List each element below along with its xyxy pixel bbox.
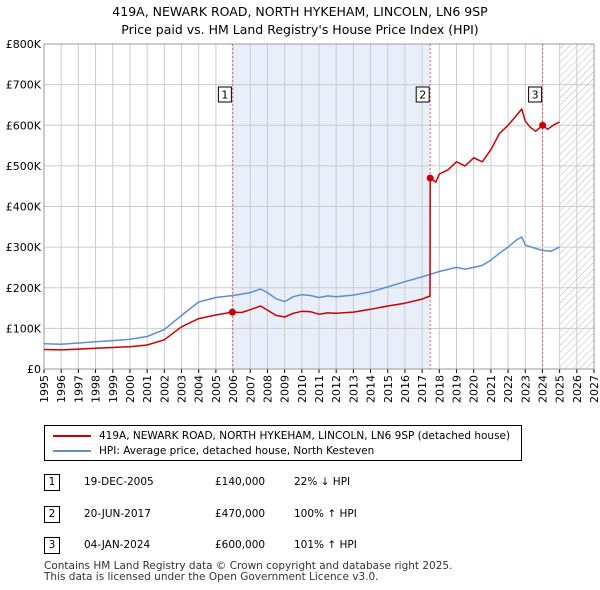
x-tick-label: 2014 <box>365 375 378 403</box>
footer-licence: This data is licensed under the Open Gov… <box>44 571 379 583</box>
price-chart: £0 £100K £200K £300K £400K £500K £600K £700K £80… <box>6 38 600 403</box>
legend-item-hpi: HPI: Average price, detached house, Nort… <box>53 444 374 458</box>
x-tick-label: 2001 <box>141 375 154 403</box>
x-tick-label: 1997 <box>72 375 85 403</box>
chart-subtitle: Price paid vs. HM Land Registry's House … <box>121 22 479 37</box>
y-tick-label: £400K <box>6 201 42 214</box>
sale-number-badge: 3 <box>44 537 60 554</box>
legend-item-property: 419A, NEWARK ROAD, NORTH HYKEHAM, LINCOL… <box>53 429 510 443</box>
x-tick-label: 2012 <box>330 375 343 403</box>
legend-swatch-hpi <box>53 450 91 452</box>
x-tick-label: 2024 <box>536 375 549 403</box>
sale-marker-label: 1 <box>221 89 228 102</box>
sale-point <box>426 174 434 182</box>
x-tick-label: 2018 <box>433 375 446 403</box>
x-tick-label: 1998 <box>90 375 103 403</box>
x-tick-label: 2022 <box>502 375 515 403</box>
x-tick-label: 2003 <box>176 375 189 403</box>
sale-number-badge: 2 <box>44 506 60 523</box>
sale-marker-box <box>217 86 232 103</box>
y-tick-label: £800K <box>6 38 42 51</box>
sale-price: £140,000 <box>215 476 266 488</box>
x-tick-label: 2027 <box>588 375 600 403</box>
x-tick-label: 2023 <box>519 375 532 403</box>
x-tick-label: 2020 <box>468 375 481 403</box>
x-tick-label: 2007 <box>244 375 257 403</box>
x-tick-label: 2010 <box>296 375 309 403</box>
sale-point <box>228 308 236 316</box>
x-tick-label: 2026 <box>571 375 584 403</box>
x-tick-label: 2011 <box>313 375 326 403</box>
table-row: 1 19-DEC-2005 £140,000 22% ↓ HPI <box>44 474 464 491</box>
sale-marker-label: 2 <box>419 89 426 102</box>
sale-hpi-change: 22% ↓ HPI <box>294 476 351 488</box>
sale-date: 04-JAN-2024 <box>84 539 151 551</box>
plot-frame <box>43 43 595 370</box>
chart-legend: 419A, NEWARK ROAD, NORTH HYKEHAM, LINCOL… <box>44 425 522 461</box>
table-row: 3 04-JAN-2024 £600,000 101% ↑ HPI <box>44 537 464 554</box>
property-price-line <box>43 108 560 351</box>
y-tick-label: £200K <box>6 282 42 295</box>
y-tick-label: £300K <box>6 241 42 254</box>
hpi-line <box>43 236 560 345</box>
x-tick-label: 1996 <box>55 375 68 403</box>
table-row: 2 20-JUN-2017 £470,000 100% ↑ HPI <box>44 506 464 523</box>
sale-hpi-change: 101% ↑ HPI <box>294 539 357 551</box>
sale-marker-box <box>528 86 543 103</box>
x-tick-label: 2002 <box>158 375 171 403</box>
x-tick-label: 1999 <box>107 375 120 403</box>
x-tick-label: 2019 <box>451 375 464 403</box>
x-tick-label: 2000 <box>124 375 137 403</box>
x-tick-label: 2005 <box>210 375 223 403</box>
x-tick-label: 2006 <box>227 375 240 403</box>
x-tick-label: 2008 <box>261 375 274 403</box>
legend-swatch-property <box>53 435 91 437</box>
legend-label-hpi: HPI: Average price, detached house, Nort… <box>99 445 375 457</box>
y-tick-label: £100K <box>6 322 42 335</box>
y-tick-label: £500K <box>6 160 42 173</box>
x-tick-label: 2025 <box>554 375 567 403</box>
sale-hpi-change: 100% ↑ HPI <box>294 508 357 520</box>
sale-date: 19-DEC-2005 <box>84 476 154 488</box>
footer-copyright: Contains HM Land Registry data © Crown c… <box>44 560 453 572</box>
y-tick-label: £0 <box>27 363 41 376</box>
x-tick-label: 2009 <box>279 375 292 403</box>
sale-marker-label: 3 <box>532 89 539 102</box>
sale-date: 20-JUN-2017 <box>84 508 151 520</box>
x-tick-label: 1995 <box>38 375 51 403</box>
sale-point <box>539 121 547 129</box>
x-tick-label: 2004 <box>193 375 206 403</box>
x-tick-label: 2017 <box>416 375 429 403</box>
sale-price: £470,000 <box>215 508 266 520</box>
legend-label-property: 419A, NEWARK ROAD, NORTH HYKEHAM, LINCOL… <box>99 430 511 442</box>
sale-marker-box <box>415 86 430 103</box>
x-tick-label: 2021 <box>485 375 498 403</box>
y-tick-label: £700K <box>6 79 42 92</box>
x-tick-label: 2016 <box>399 375 412 403</box>
sale-price: £600,000 <box>215 539 266 551</box>
x-tick-label: 2013 <box>347 375 360 403</box>
chart-title: 419A, NEWARK ROAD, NORTH HYKEHAM, LINCOL… <box>112 4 488 19</box>
y-tick-label: £600K <box>6 119 42 132</box>
sale-number-badge: 1 <box>44 474 60 491</box>
x-tick-label: 2015 <box>382 375 395 403</box>
